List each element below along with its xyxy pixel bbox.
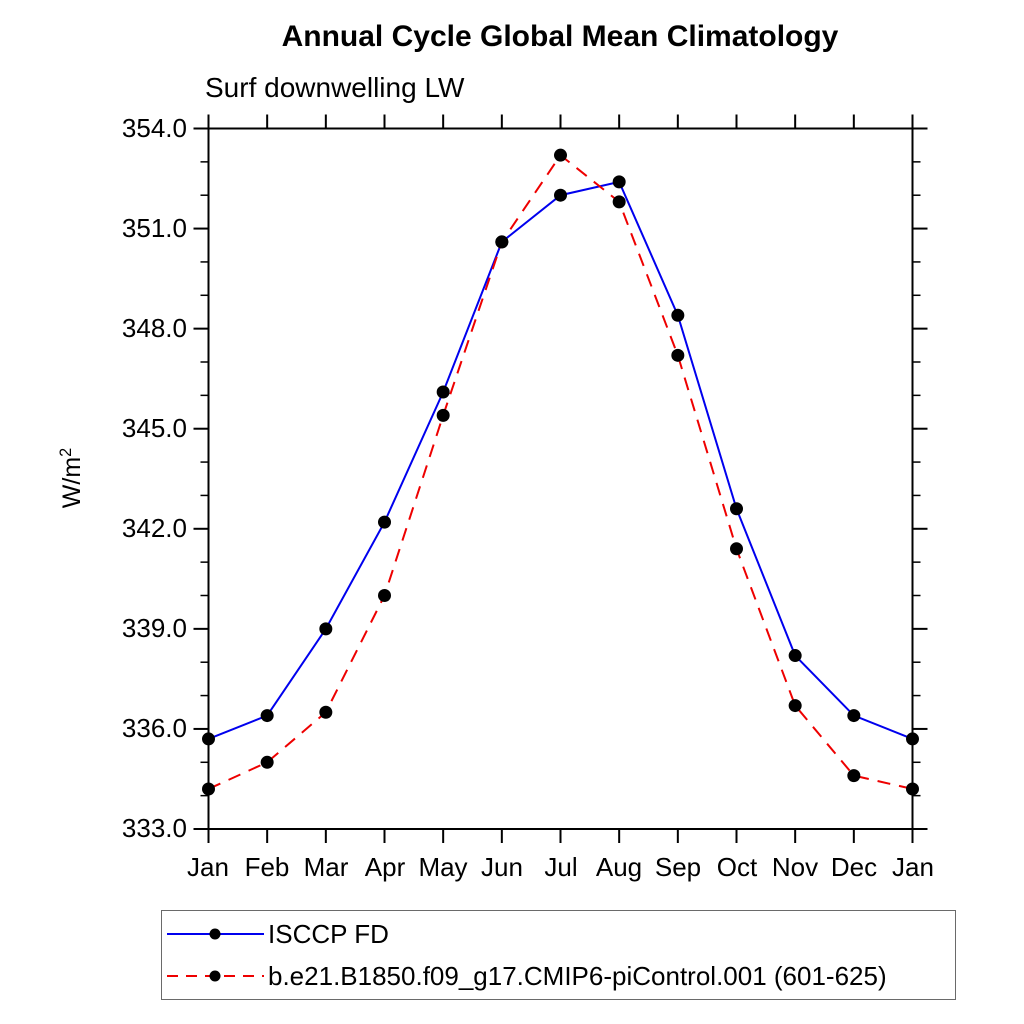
x-tick-label: Aug xyxy=(595,852,643,882)
data-point-marker xyxy=(495,235,509,249)
data-point-marker xyxy=(554,188,567,202)
data-point-marker xyxy=(260,709,274,723)
data-point-marker xyxy=(671,308,685,322)
data-point-marker xyxy=(612,175,626,189)
data-point-marker xyxy=(906,732,919,746)
data-point-marker xyxy=(906,782,919,796)
legend-row: ISCCP FD xyxy=(162,913,955,955)
data-point-marker xyxy=(612,195,626,209)
chart-title: Annual Cycle Global Mean Climatology xyxy=(281,20,839,53)
data-point-marker xyxy=(202,782,215,796)
data-point-marker xyxy=(554,148,567,162)
y-tick-label: 348.0 xyxy=(121,313,187,343)
legend-label: ISCCP FD xyxy=(268,918,389,949)
data-point-marker xyxy=(436,385,450,399)
y-tick-label: 342.0 xyxy=(121,513,187,543)
plot-frame xyxy=(207,127,914,830)
data-point-marker xyxy=(202,732,215,746)
legend: ISCCP FD b.e21.B1850.f09_g17.CMIP6-piCon… xyxy=(161,910,956,1000)
y-tick-label: 339.0 xyxy=(121,613,187,643)
data-point-marker xyxy=(378,515,391,529)
series-line xyxy=(208,153,913,790)
legend-line-sample-solid xyxy=(167,928,264,940)
x-tick-label: Nov xyxy=(771,852,819,882)
data-point-marker xyxy=(788,699,802,713)
data-point-marker xyxy=(436,408,450,422)
x-tick-label: Jan xyxy=(892,852,934,882)
legend-label: b.e21.B1850.f09_g17.CMIP6-piControl.001 … xyxy=(268,960,887,991)
y-tick-label: 333.0 xyxy=(121,813,187,843)
series-line xyxy=(208,180,913,740)
data-point-marker xyxy=(671,348,685,362)
data-point-marker xyxy=(788,649,802,663)
data-point-marker xyxy=(730,542,743,556)
x-tick-label: May xyxy=(418,852,468,882)
data-point-marker xyxy=(730,502,743,516)
x-tick-label: Feb xyxy=(244,852,290,882)
y-tick-label: 336.0 xyxy=(121,713,187,743)
x-tick-label: Jul xyxy=(544,852,578,882)
y-tick-label: 351.0 xyxy=(121,213,187,243)
data-point-marker xyxy=(319,622,333,636)
chart-subtitle: Surf downwelling LW xyxy=(205,72,465,103)
legend-line-sample-dashed xyxy=(167,970,264,982)
data-point-marker xyxy=(319,705,333,719)
data-point-marker xyxy=(847,769,861,783)
x-tick-label: Sep xyxy=(654,852,702,882)
x-tick-label: Apr xyxy=(364,852,406,882)
legend-row: b.e21.B1850.f09_g17.CMIP6-piControl.001 … xyxy=(162,955,955,997)
x-tick-label: Jun xyxy=(481,852,523,882)
y-tick-label: 354.0 xyxy=(121,113,187,143)
data-point-marker xyxy=(378,589,391,602)
x-tick-label: Jan xyxy=(187,852,229,882)
x-tick-label: Dec xyxy=(830,852,878,882)
data-point-marker xyxy=(847,709,861,723)
y-tick-label: 345.0 xyxy=(121,413,187,443)
x-tick-label: Oct xyxy=(716,852,758,882)
x-tick-label: Mar xyxy=(303,852,349,882)
data-point-marker xyxy=(260,755,274,769)
